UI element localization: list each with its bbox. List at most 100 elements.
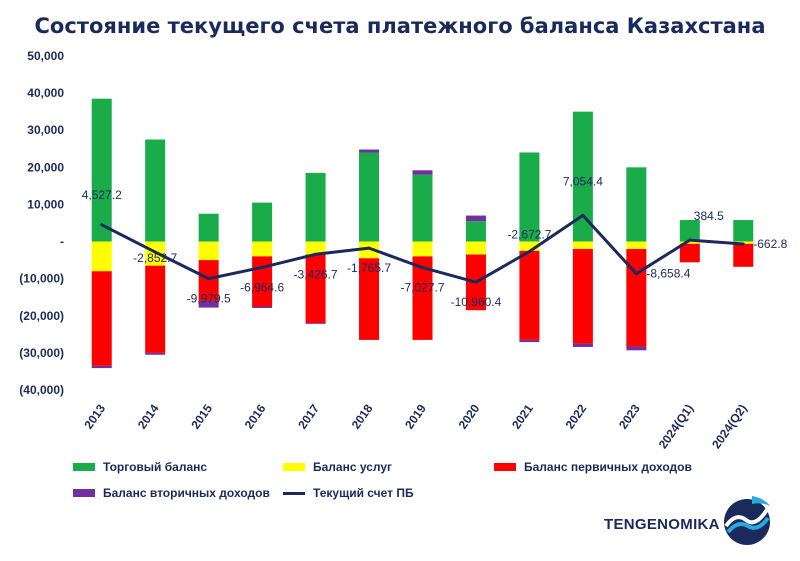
y-tick-label: (40,000)	[19, 383, 64, 397]
bar-services	[572, 241, 593, 249]
bar-services	[252, 241, 273, 257]
data-label: -6,964.6	[240, 280, 284, 294]
line-point	[581, 213, 585, 217]
legend-label-current-account: Текущий счет ПБ	[313, 486, 414, 500]
bar-secondary-income	[359, 149, 380, 153]
bar-trade	[198, 213, 219, 242]
data-label: -7,027.7	[400, 281, 444, 295]
line-point	[527, 249, 531, 253]
legend-secondary-income: Баланс вторичных доходов	[73, 486, 270, 500]
line-point	[207, 277, 211, 281]
legend-primary-income: Баланс первичных доходов	[494, 460, 692, 474]
bar-primary-income	[91, 271, 112, 366]
bars	[91, 98, 754, 369]
bar-services	[465, 241, 486, 255]
bar-primary-income	[359, 258, 380, 340]
bar-secondary-income	[91, 365, 112, 369]
legend-swatch-primary-income	[494, 463, 516, 471]
y-tick-label: (20,000)	[19, 309, 64, 323]
x-tick-label: 2022	[563, 401, 590, 431]
legend-label-trade: Торговый баланс	[103, 460, 208, 474]
data-label: -662.8	[753, 237, 787, 251]
data-label: -2,852.7	[133, 251, 177, 265]
data-label: -3,426.7	[294, 267, 338, 281]
data-label: -8,658.4	[646, 267, 690, 281]
bar-secondary-income	[412, 170, 433, 175]
x-tick-label: 2020	[456, 401, 483, 431]
bar-primary-income	[145, 265, 166, 353]
x-tick-label: 2024(Q1)	[656, 402, 697, 452]
chart: 50,000 40,000 30,000 20,000 10,000 - (10,000) (…	[19, 49, 788, 451]
legend-label-services: Баланс услуг	[313, 460, 393, 474]
data-label: 7,054.4	[563, 174, 603, 188]
legend-services: Баланс услуг	[283, 460, 392, 474]
bar-secondary-income	[519, 339, 540, 343]
bar-services	[198, 241, 219, 261]
legend-swatch-services	[283, 463, 305, 471]
legend-swatch-trade	[73, 463, 95, 471]
bar-services	[626, 241, 647, 249]
x-tick-label: 2018	[349, 401, 376, 431]
data-label: -2,672.7	[507, 227, 551, 241]
legend-label-primary-income: Баланс первичных доходов	[524, 460, 692, 474]
x-tick-label: 2014	[135, 401, 162, 431]
line-point	[314, 252, 318, 256]
x-tick-label: 2023	[616, 401, 643, 431]
bar-primary-income	[305, 254, 326, 324]
x-tick-label: 2015	[188, 401, 215, 431]
line-point	[153, 250, 157, 254]
bar-services	[359, 241, 380, 259]
bar-primary-income	[198, 260, 219, 301]
bar-trade	[626, 167, 647, 242]
bar-primary-income	[519, 250, 540, 340]
bar-trade	[91, 98, 112, 242]
bar-primary-income	[733, 243, 754, 267]
data-labels: 4,527.2-2,852.7-9,979.5-6,964.6-3,426.7-…	[82, 174, 788, 309]
data-label: -10,960.4	[451, 295, 502, 309]
bar-primary-income	[412, 256, 433, 340]
bar-trade	[412, 174, 433, 242]
line-point	[474, 280, 478, 284]
x-tick-label: 2016	[242, 401, 269, 431]
bar-trade	[252, 202, 273, 242]
bar-secondary-income	[465, 215, 486, 222]
data-label: -1,765.7	[347, 261, 391, 275]
brand-logo-icon	[724, 496, 770, 545]
bar-primary-income	[572, 248, 593, 344]
x-axis-ticks: 2013 2014 2015 2016 2017 2018 2019 2020 2021 2022…	[81, 401, 749, 451]
x-tick-label: 2017	[295, 401, 322, 431]
bar-trade	[519, 152, 540, 242]
line-point	[367, 246, 371, 250]
bar-services	[679, 241, 700, 244]
bar-trade	[305, 172, 326, 242]
bar-secondary-income	[198, 300, 219, 308]
brand-name: TENGENOMIKA	[604, 516, 720, 533]
y-tick-label: (30,000)	[19, 346, 64, 360]
data-label: -9,979.5	[187, 292, 231, 306]
line-point	[100, 223, 104, 227]
x-tick-label: 2021	[509, 401, 536, 431]
legend-trade: Торговый баланс	[73, 460, 207, 474]
bar-trade	[572, 111, 593, 242]
current-account-line	[100, 213, 745, 284]
bar-services	[305, 241, 326, 255]
bar-primary-income	[679, 243, 700, 263]
y-tick-label: 40,000	[27, 86, 64, 100]
y-axis-ticks: 50,000 40,000 30,000 20,000 10,000 - (10,000) (…	[19, 49, 64, 397]
y-tick-label: 50,000	[27, 49, 64, 63]
bar-trade	[733, 220, 754, 242]
x-tick-label: 2024(Q2)	[709, 402, 750, 452]
bar-secondary-income	[572, 343, 593, 347]
x-tick-label: 2013	[81, 401, 108, 431]
data-label: 4,527.2	[82, 188, 122, 202]
bar-primary-income	[626, 248, 647, 347]
y-tick-label: 10,000	[27, 197, 64, 211]
y-tick-label: (10,000)	[19, 272, 64, 286]
bar-secondary-income	[626, 346, 647, 351]
bar-secondary-income	[145, 352, 166, 355]
bar-services	[91, 241, 112, 272]
line-point	[260, 265, 264, 269]
legend-label-secondary-income: Баланс вторичных доходов	[103, 486, 270, 500]
data-label: 384.5	[694, 209, 724, 223]
bar-trade	[465, 221, 486, 242]
